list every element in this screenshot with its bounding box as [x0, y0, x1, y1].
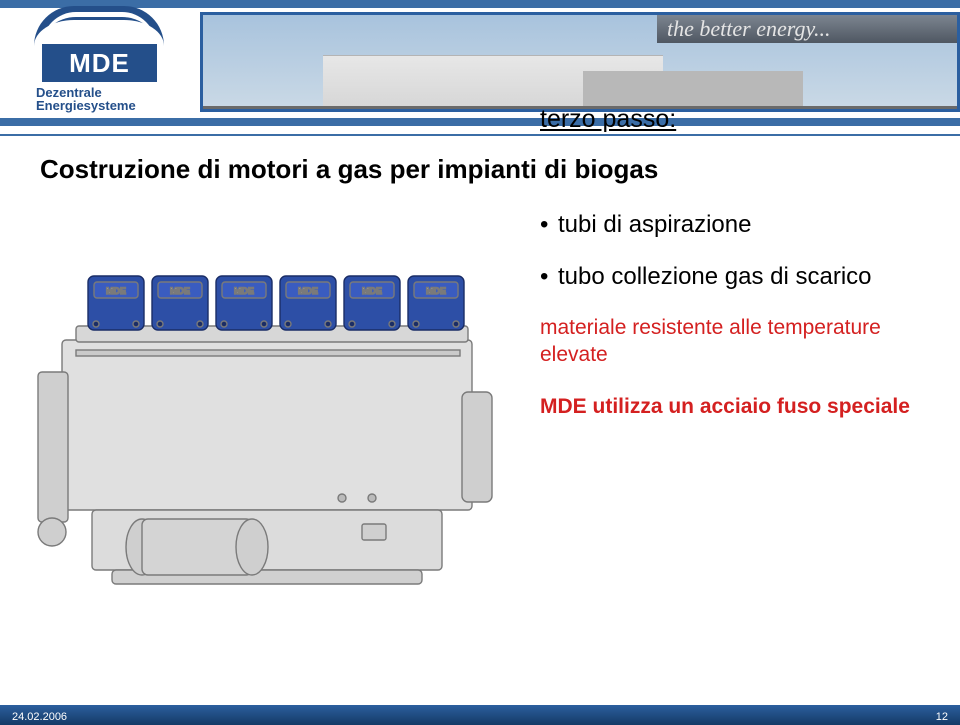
step-label: terzo passo:	[540, 105, 676, 134]
bullet-2: tubo collezione gas di scarico	[540, 262, 920, 292]
page-footer: 24.02.2006 12	[0, 701, 960, 725]
footer-bar	[0, 705, 960, 725]
cylinder-head: MDE	[344, 276, 400, 330]
engine-diagram: MDE MDE MDE MDE MDE MDE	[32, 232, 504, 592]
bullet-1: tubi di aspirazione	[540, 210, 920, 240]
mde-logo: MDE Dezentrale Energiesysteme	[14, 6, 194, 120]
cylinder-head: MDE	[408, 276, 464, 330]
svg-text:MDE: MDE	[298, 286, 318, 296]
cylinder-head: MDE	[152, 276, 208, 330]
footer-date: 24.02.2006	[12, 711, 67, 723]
cylinder-head: MDE	[280, 276, 336, 330]
logo-mark-text: MDE	[42, 44, 157, 82]
svg-text:MDE: MDE	[106, 286, 126, 296]
logo-subtext: Dezentrale Energiesysteme	[36, 86, 176, 112]
logo-sub-2: Energiesysteme	[36, 98, 136, 113]
tagline-text: the better energy...	[657, 15, 957, 43]
page-header: the better energy... MDE Dezentrale Ener…	[0, 0, 960, 130]
red-note-1: materiale resistente alle temperature el…	[540, 314, 920, 369]
footer-page: 12	[936, 711, 948, 723]
header-stripe-bottom	[0, 118, 960, 126]
header-banner-image: the better energy...	[200, 12, 960, 112]
bullet-list: tubi di aspirazione tubo collezione gas …	[540, 210, 920, 420]
svg-text:MDE: MDE	[170, 286, 190, 296]
svg-text:MDE: MDE	[426, 286, 446, 296]
slide-content: Costruzione di motori a gas per impianti…	[0, 130, 960, 185]
cylinder-head: MDE	[216, 276, 272, 330]
cylinder-head: MDE	[88, 276, 144, 330]
svg-text:MDE: MDE	[234, 286, 254, 296]
red-note-2: MDE utilizza un acciaio fuso speciale	[540, 393, 920, 420]
svg-text:MDE: MDE	[362, 286, 382, 296]
slide-title: Costruzione di motori a gas per impianti…	[40, 154, 920, 185]
